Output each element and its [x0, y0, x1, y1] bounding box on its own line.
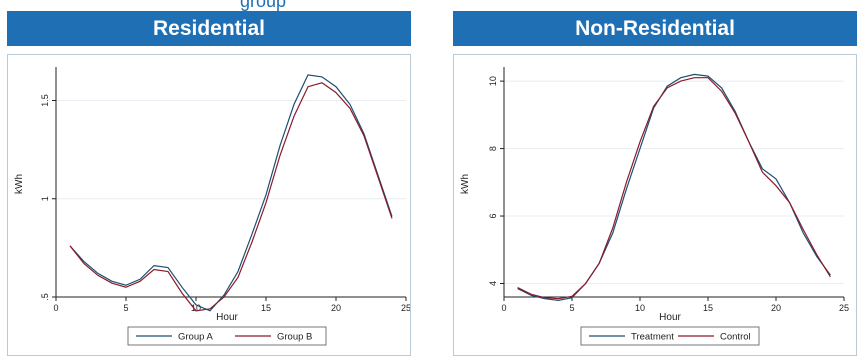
residential-plot: .5 1 1.5 0 5 10 15 20 25 Hour kWh Group A Group B [7, 54, 411, 356]
x-tick-label: 0 [501, 303, 506, 313]
residential-panel: Residential .5 1 1.5 0 5 10 15 20 25 Hour kWh Group… [7, 11, 411, 356]
series-line-1 [517, 73, 831, 302]
legend-label: Control [720, 332, 751, 343]
legend-label: Group A [178, 332, 214, 343]
x-tick-label: 10 [191, 303, 201, 313]
page-title-partial: group [240, 0, 287, 11]
legend-label: Treatment [631, 332, 674, 343]
x-tick-label: 5 [123, 303, 128, 313]
x-tick-label: 5 [569, 303, 574, 313]
x-tick-label: 20 [771, 303, 781, 313]
non-residential-panel: Non-Residential 4 6 8 10 0 5 10 15 20 25 Hour kWh Tr… [453, 11, 857, 356]
y-axis-label: kWh [14, 174, 25, 194]
residential-chart: .5 1 1.5 0 5 10 15 20 25 Hour kWh Group A Group B [14, 67, 410, 346]
legend-label: Group B [277, 332, 312, 343]
y-tick-label: 4 [488, 281, 498, 286]
x-tick-label: 10 [635, 303, 645, 313]
series-line-2 [69, 82, 393, 312]
non-residential-chart: 4 6 8 10 0 5 10 15 20 25 Hour kWh Treatment Control [460, 67, 849, 346]
x-tick-label: 25 [401, 303, 410, 313]
x-tick-label: 25 [839, 303, 849, 313]
residential-header: Residential [7, 11, 411, 46]
x-tick-label: 0 [53, 303, 58, 313]
series-line-1 [69, 74, 393, 312]
y-axis-label: kWh [460, 174, 471, 194]
y-tick-label: 10 [488, 76, 498, 86]
y-tick-label: 8 [488, 146, 498, 151]
legend-box [127, 326, 327, 346]
y-tick-label: .5 [40, 293, 50, 301]
x-axis-label: Hour [216, 312, 238, 323]
legend-box [580, 326, 760, 346]
series-line-2 [517, 77, 831, 300]
non-residential-header: Non-Residential [453, 11, 857, 46]
x-axis-label: Hour [659, 312, 681, 323]
non-residential-plot: 4 6 8 10 0 5 10 15 20 25 Hour kWh Treatment Control [453, 54, 857, 356]
y-tick-label: 1 [40, 196, 50, 201]
x-tick-label: 15 [703, 303, 713, 313]
x-tick-label: 20 [331, 303, 341, 313]
y-tick-label: 1.5 [40, 94, 50, 107]
y-tick-label: 6 [488, 214, 498, 219]
x-tick-label: 15 [261, 303, 271, 313]
